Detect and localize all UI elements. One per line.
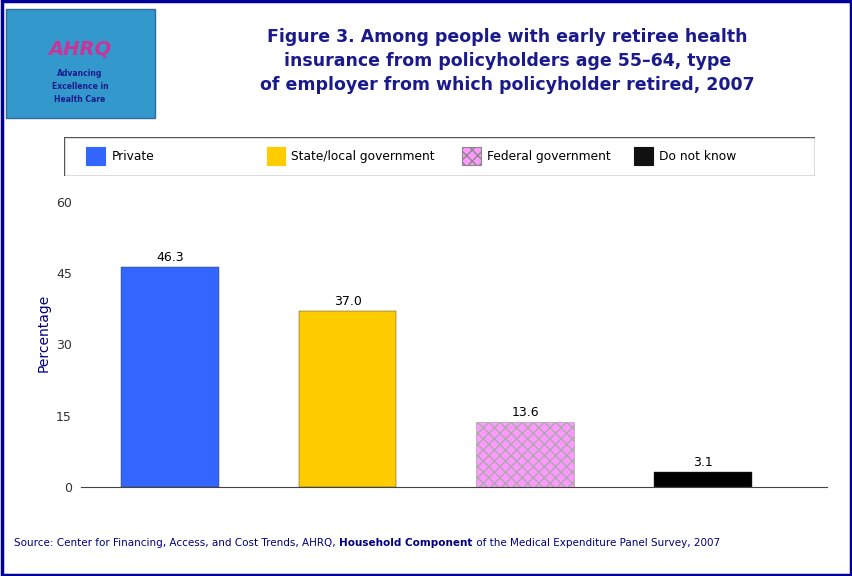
Text: 46.3: 46.3 [156, 251, 183, 264]
Text: Household Component: Household Component [339, 538, 472, 548]
Text: Do not know: Do not know [659, 150, 735, 162]
Bar [121, 267, 218, 487]
Text: Private: Private [111, 150, 154, 162]
Bar [298, 311, 396, 487]
Text: Excellence in: Excellence in [51, 82, 108, 91]
Bar [476, 422, 573, 487]
Y-axis label: Percentage: Percentage [37, 294, 50, 372]
Bar [6, 9, 154, 118]
FancyBboxPatch shape [86, 147, 105, 165]
Text: 3.1: 3.1 [693, 456, 712, 469]
Text: of the Medical Expenditure Panel Survey, 2007: of the Medical Expenditure Panel Survey,… [472, 538, 719, 548]
Text: 37.0: 37.0 [333, 295, 361, 309]
FancyBboxPatch shape [634, 147, 653, 165]
Bar [653, 472, 751, 487]
Text: Source: Center for Financing, Access, and Cost Trends, AHRQ,: Source: Center for Financing, Access, an… [14, 538, 339, 548]
Text: Advancing: Advancing [57, 69, 102, 78]
Text: Figure 3. Among people with early retiree health
insurance from policyholders ag: Figure 3. Among people with early retire… [260, 28, 754, 93]
Text: AHRQ: AHRQ [49, 39, 112, 58]
Text: Federal government: Federal government [486, 150, 610, 162]
Text: Health Care: Health Care [55, 95, 106, 104]
Text: 13.6: 13.6 [511, 407, 538, 419]
FancyBboxPatch shape [267, 147, 285, 165]
FancyBboxPatch shape [461, 147, 480, 165]
Text: State/local government: State/local government [291, 150, 435, 162]
